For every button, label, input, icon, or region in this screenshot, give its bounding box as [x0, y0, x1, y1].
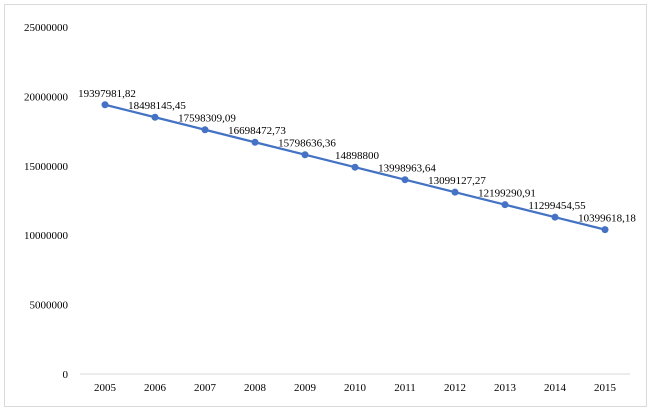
data-label: 13998963,64 [378, 163, 436, 175]
x-tick-label: 2006 [144, 382, 167, 394]
y-tick-label: 10000000 [24, 230, 69, 242]
series-markers [101, 101, 609, 234]
data-point-marker [201, 126, 209, 134]
y-axis-tick-labels: 0 5000000 10000000 15000000 20000000 25000000 [24, 22, 69, 381]
y-tick-label: 5000000 [30, 300, 69, 312]
data-label: 18498145,45 [128, 100, 186, 112]
data-point-marker [601, 226, 609, 234]
data-labels: 19397981,8218498145,4517598309,091669847… [78, 88, 636, 225]
data-point-marker [151, 113, 159, 121]
data-point-marker [501, 201, 509, 209]
x-tick-label: 2010 [344, 382, 367, 394]
data-label: 12199290,91 [478, 188, 536, 200]
data-label: 15798636,36 [278, 138, 336, 150]
data-label: 16698472,73 [228, 125, 286, 137]
data-label: 13099127,27 [428, 175, 486, 187]
x-tick-label: 2005 [94, 382, 117, 394]
x-tick-label: 2012 [444, 382, 466, 394]
y-tick-label: 20000000 [24, 91, 69, 103]
x-tick-label: 2009 [294, 382, 317, 394]
data-point-marker [251, 138, 259, 146]
data-point-marker [301, 151, 309, 159]
data-label: 19397981,82 [78, 88, 136, 100]
x-tick-label: 2007 [194, 382, 217, 394]
x-tick-label: 2011 [394, 382, 416, 394]
data-label: 17598309,09 [178, 113, 236, 125]
x-tick-label: 2013 [494, 382, 517, 394]
y-tick-label: 0 [63, 369, 69, 381]
data-point-marker [351, 163, 359, 171]
chart-frame [4, 4, 647, 407]
x-tick-label: 2008 [244, 382, 267, 394]
data-point-marker [451, 188, 459, 196]
y-tick-label: 15000000 [24, 161, 69, 173]
data-label: 14898800 [335, 150, 380, 162]
data-point-marker [551, 213, 559, 221]
data-point-marker [101, 101, 109, 109]
data-label: 11299454,55 [528, 200, 586, 212]
y-tick-label: 25000000 [24, 22, 69, 34]
x-tick-label: 2014 [544, 382, 567, 394]
data-label: 10399618,18 [578, 213, 636, 225]
x-tick-label: 2015 [594, 382, 617, 394]
data-point-marker [401, 176, 409, 184]
x-axis-tick-labels: 2005 2006 2007 2008 2009 2010 2011 2012 2013 2014… [94, 382, 617, 394]
